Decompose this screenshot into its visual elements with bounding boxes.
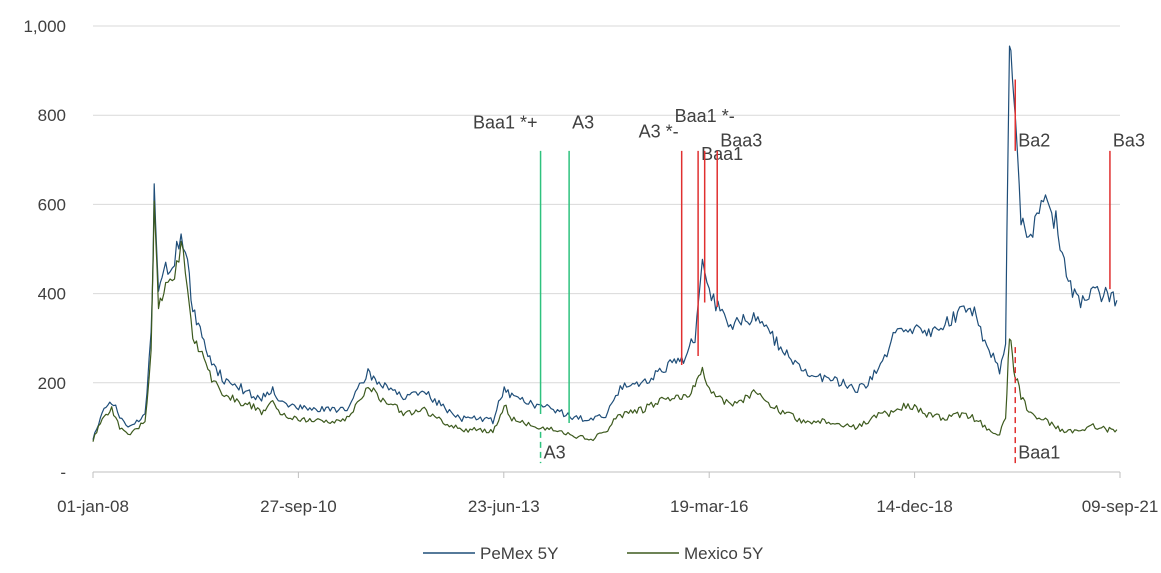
rating-label: Ba2 xyxy=(1018,130,1050,150)
legend-label: Mexico 5Y xyxy=(684,544,763,563)
y-tick-label: 1,000 xyxy=(23,17,66,36)
y-tick-label: - xyxy=(60,463,66,482)
rating-label: A3 xyxy=(572,113,594,133)
rating-label: Ba3 xyxy=(1113,130,1145,150)
y-tick-label: 200 xyxy=(38,374,66,393)
legend-label: PeMex 5Y xyxy=(480,544,558,563)
y-axis-ticks: - 200 400 600 800 1,000 xyxy=(23,17,66,482)
rating-annotations: Baa1 *+ A3 A3 A3 *- Baa1 Baa1 *- Baa3 Ba2 Baa1 Ba… xyxy=(473,79,1145,464)
y-tick-label: 800 xyxy=(38,106,66,125)
x-tick-label: 27-sep-10 xyxy=(260,497,337,516)
mexico-series-line xyxy=(92,200,1118,442)
y-tick-label: 600 xyxy=(38,195,66,214)
y-tick-label: 400 xyxy=(38,285,66,304)
series-layer xyxy=(92,45,1118,442)
pemex-series-line xyxy=(92,45,1118,440)
x-tick-label: 14-dec-18 xyxy=(876,497,953,516)
legend: PeMex 5Y Mexico 5Y xyxy=(423,544,763,563)
x-tick-label: 19-mar-16 xyxy=(670,497,748,516)
rating-label: Baa3 xyxy=(720,130,762,150)
gridlines xyxy=(93,25,1120,384)
x-tick-label: 23-jun-13 xyxy=(468,497,540,516)
x-tick-label: 01-jan-08 xyxy=(57,497,129,516)
rating-label: Baa1 xyxy=(701,144,743,164)
x-axis: 01-jan-08 27-sep-10 23-jun-13 19-mar-16 14-d… xyxy=(57,471,1159,516)
rating-label: Baa1 *- xyxy=(675,106,735,126)
x-tick-label: 09-sep-21 xyxy=(1082,497,1159,516)
rating-label: A3 *- xyxy=(639,122,679,142)
rating-label: Baa1 *+ xyxy=(473,113,538,133)
rating-label: Baa1 xyxy=(1018,443,1060,463)
rating-label: A3 xyxy=(544,443,566,463)
